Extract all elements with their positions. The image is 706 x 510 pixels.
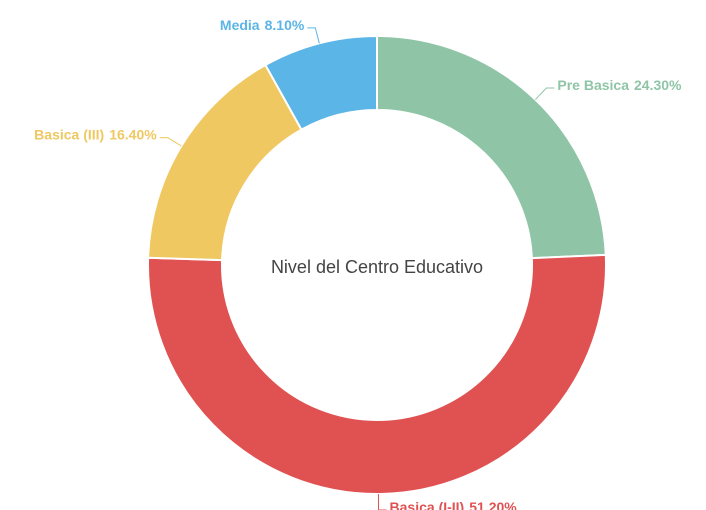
slice-category: Pre Basica (557, 77, 629, 93)
donut-slice (147, 253, 607, 495)
leader-line (534, 87, 555, 100)
leader-line (159, 137, 182, 147)
slice-label: Basica (III) 16.40% (34, 126, 157, 142)
slice-label: Media 8.10% (220, 17, 305, 33)
slice-value: 16.40% (109, 126, 157, 142)
slice-category: Basica (III) (34, 126, 104, 142)
chart-title: Nivel del Centro Educativo (271, 257, 483, 277)
slice-value: 24.30% (634, 77, 682, 93)
slice-label: Pre Basica 24.30% (557, 77, 682, 93)
slice-label: Basica (I-II) 51.20% (390, 499, 518, 510)
donut-slice (147, 63, 303, 262)
slice-value: 51.20% (469, 499, 517, 510)
slice-category: Basica (I-II) (390, 499, 465, 510)
donut-slice (376, 34, 607, 260)
slice-value: 8.10% (265, 17, 305, 33)
leader-line (377, 493, 387, 510)
donut-slice (264, 34, 378, 132)
leader-line (307, 27, 320, 44)
slice-category: Media (220, 17, 260, 33)
